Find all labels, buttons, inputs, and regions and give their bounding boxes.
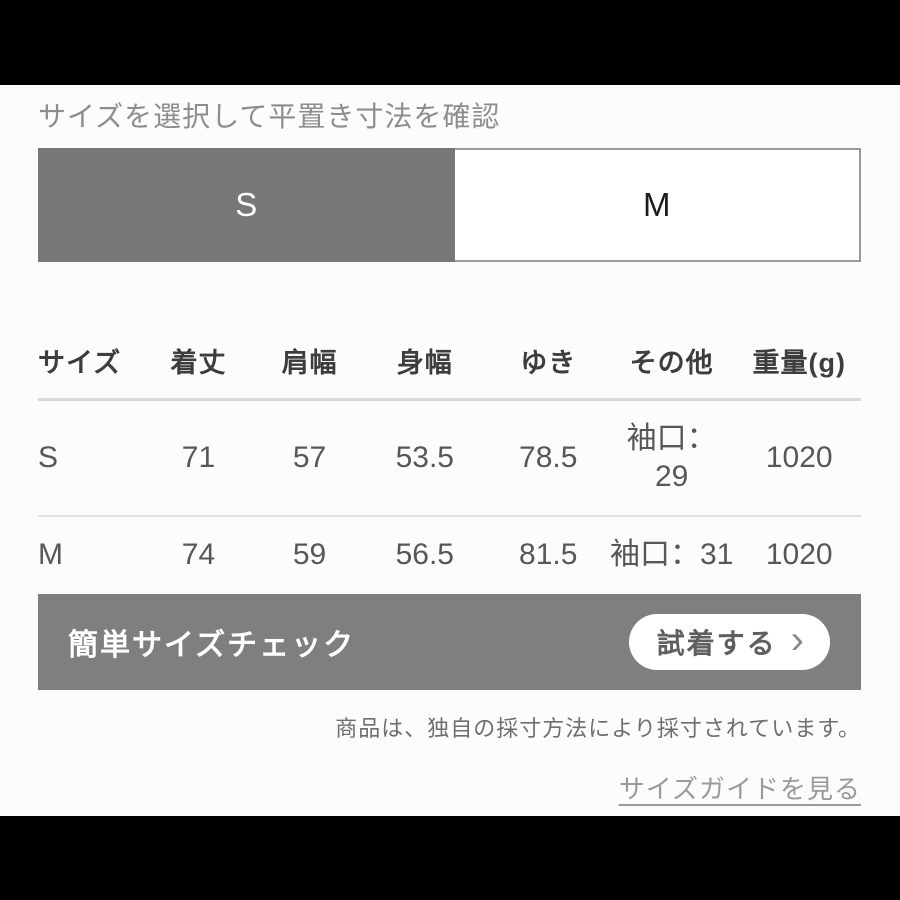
row-size-label: M (38, 538, 63, 571)
size-tab-m[interactable]: M (643, 186, 671, 223)
try-on-button-label: 試着する (656, 628, 777, 659)
table-row: S 71 57 53.5 78.5 袖口： 29 1020 (38, 401, 861, 517)
size-guide-link[interactable]: サイズガイドを見る (618, 774, 861, 804)
table-header-row: サイズ 着丈 肩幅 身幅 ゆき その他 重量(g) (38, 328, 861, 401)
letterbox-bottom (0, 816, 900, 900)
column-header-weight: 重量(g) (752, 348, 846, 378)
try-on-button[interactable]: 試着する › (628, 614, 830, 670)
letterbox-top (0, 0, 900, 85)
column-header-size: サイズ (38, 348, 122, 378)
table-cell: 78.5 (519, 441, 578, 474)
size-table-body: S 71 57 53.5 78.5 袖口： 29 1020 M 74 59 56.5 81.5 袖口：3… (38, 401, 861, 593)
column-header-body-width: 身幅 (396, 348, 453, 378)
chevron-right-icon: › (790, 618, 806, 662)
table-cell: 袖口：31 (609, 538, 734, 571)
column-header-sleeve: ゆき (520, 348, 577, 378)
column-header-shoulder: 肩幅 (281, 348, 338, 378)
table-cell: 56.5 (395, 538, 454, 571)
row-size-label: S (38, 441, 59, 474)
page-title: サイズを選択して平置き寸法を確認 (38, 101, 501, 132)
size-table: サイズ 着丈 肩幅 身幅 ゆき その他 重量(g) S 71 57 53.5 78.5 袖… (38, 328, 861, 593)
table-cell: 袖口： 29 (626, 422, 717, 493)
table-cell: 71 (181, 441, 216, 474)
column-header-other: その他 (629, 348, 714, 378)
banner-label: 簡単サイズチェック (68, 629, 356, 662)
table-row: M 74 59 56.5 81.5 袖口：31 1020 (38, 517, 861, 593)
table-cell: 59 (292, 538, 327, 571)
table-cell: 1020 (765, 441, 833, 474)
column-header-length: 着丈 (170, 348, 227, 378)
size-tab-s[interactable]: S (38, 148, 455, 262)
table-cell: 81.5 (519, 538, 578, 571)
table-cell: 53.5 (395, 441, 454, 474)
table-cell: 1020 (765, 538, 833, 571)
measurement-note: 商品は、独自の採寸方法により採寸されています。 (335, 716, 861, 741)
table-cell: 74 (181, 538, 216, 571)
size-panel: サイズを選択して平置き寸法を確認 S M サイズ 着丈 肩幅 身幅 ゆき その他… (0, 85, 900, 816)
size-check-banner: 簡単サイズチェック 試着する › (38, 594, 861, 690)
size-tab-bar: S M (38, 148, 861, 262)
table-cell: 57 (292, 441, 327, 474)
